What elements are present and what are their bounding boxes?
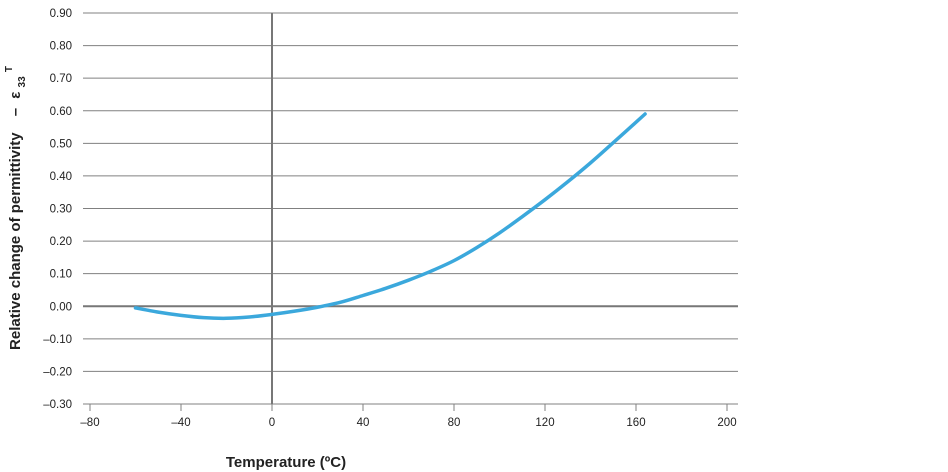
- x-tick-label: 160: [626, 417, 645, 429]
- y-tick-label: –0.30: [43, 399, 72, 411]
- y-tick-label: 0.80: [50, 41, 72, 53]
- y-axis-symbol-superscript: T: [4, 66, 15, 72]
- y-axis-title-group: Relative change of permittivity – ε 33 T: [4, 66, 29, 350]
- x-tick-labels: –80 –40 0 40 80 120 160 200: [80, 417, 736, 429]
- y-axis-symbol-subscript: 33: [17, 76, 28, 88]
- x-tick-label: –80: [80, 417, 99, 429]
- y-tick-label: 0.10: [50, 269, 72, 281]
- x-axis-title: Temperature (ºC): [226, 454, 346, 471]
- y-tick-label: 0.30: [50, 204, 72, 216]
- x-tick-label: 200: [717, 417, 736, 429]
- y-tick-label: 0.90: [50, 8, 72, 20]
- y-tick-label: –0.10: [43, 334, 72, 346]
- y-tick-label: –0.20: [43, 366, 72, 378]
- x-tick-label: 0: [269, 417, 275, 429]
- y-tick-label: 0.50: [50, 138, 72, 150]
- x-tick-label: 120: [535, 417, 554, 429]
- x-tick-label: –40: [171, 417, 190, 429]
- y-axis-symbol: ε: [7, 92, 24, 99]
- series: [133, 112, 647, 321]
- grid-lines: [83, 12, 738, 405]
- y-axis-dash: –: [7, 108, 24, 116]
- y-tick-label: 0.70: [50, 73, 72, 85]
- y-axis-title: Relative change of permittivity: [7, 132, 24, 350]
- y-tick-label: 0.40: [50, 171, 72, 183]
- y-tick-label: 0.20: [50, 236, 72, 248]
- y-tick-label: 0.60: [50, 106, 72, 118]
- y-tick-label: 0.00: [50, 301, 72, 313]
- y-tick-labels: –0.30 –0.20 –0.10 0.00 0.10 0.20 0.30 0.40 0.50 0…: [43, 8, 72, 411]
- x-ticks: [89, 404, 728, 411]
- series-line: [133, 112, 647, 321]
- x-tick-label: 80: [448, 417, 461, 429]
- x-tick-label: 40: [357, 417, 370, 429]
- svg-text:Relative change of permittivit: Relative change of permittivity – ε 33 T: [4, 66, 29, 350]
